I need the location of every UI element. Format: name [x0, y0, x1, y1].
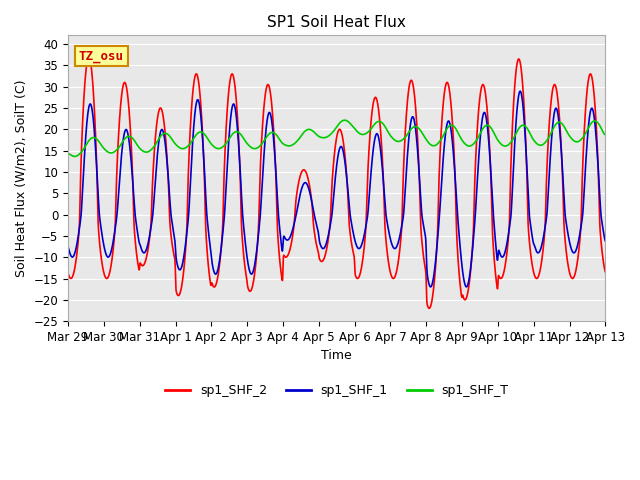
- sp1_SHF_T: [602, 132, 609, 138]
- sp1_SHF_1: [516, 88, 524, 94]
- sp1_SHF_T: [551, 123, 559, 129]
- sp1_SHF_2: [179, 272, 187, 277]
- sp1_SHF_2: [214, 271, 222, 277]
- sp1_SHF_T: [340, 117, 348, 123]
- sp1_SHF_1: [551, 108, 559, 114]
- Title: SP1 Soil Heat Flux: SP1 Soil Heat Flux: [268, 15, 406, 30]
- sp1_SHF_T: [64, 151, 72, 156]
- Y-axis label: Soil Heat Flux (W/m2), SoilT (C): Soil Heat Flux (W/m2), SoilT (C): [15, 80, 28, 277]
- sp1_SHF_2: [426, 305, 433, 311]
- Line: sp1_SHF_2: sp1_SHF_2: [68, 57, 605, 308]
- sp1_SHF_2: [399, 200, 406, 205]
- sp1_SHF_1: [64, 244, 72, 250]
- Line: sp1_SHF_T: sp1_SHF_T: [68, 120, 605, 156]
- sp1_SHF_T: [602, 132, 609, 138]
- Text: TZ_osu: TZ_osu: [79, 49, 124, 62]
- sp1_SHF_2: [85, 54, 93, 60]
- sp1_SHF_2: [64, 271, 72, 276]
- sp1_SHF_T: [389, 136, 397, 142]
- sp1_SHF_T: [71, 154, 79, 159]
- sp1_SHF_T: [179, 146, 187, 152]
- sp1_SHF_1: [179, 258, 187, 264]
- sp1_SHF_1: [389, 244, 397, 250]
- X-axis label: Time: Time: [321, 349, 352, 362]
- sp1_SHF_2: [602, 269, 609, 275]
- sp1_SHF_2: [602, 269, 609, 275]
- sp1_SHF_1: [602, 238, 609, 244]
- sp1_SHF_T: [214, 146, 222, 152]
- sp1_SHF_2: [389, 276, 397, 281]
- sp1_SHF_1: [463, 284, 470, 290]
- sp1_SHF_T: [399, 137, 406, 143]
- sp1_SHF_1: [602, 238, 609, 244]
- sp1_SHF_2: [551, 82, 559, 87]
- Legend: sp1_SHF_2, sp1_SHF_1, sp1_SHF_T: sp1_SHF_2, sp1_SHF_1, sp1_SHF_T: [160, 379, 514, 402]
- sp1_SHF_1: [399, 220, 406, 226]
- Line: sp1_SHF_1: sp1_SHF_1: [68, 91, 605, 287]
- sp1_SHF_1: [214, 266, 222, 272]
